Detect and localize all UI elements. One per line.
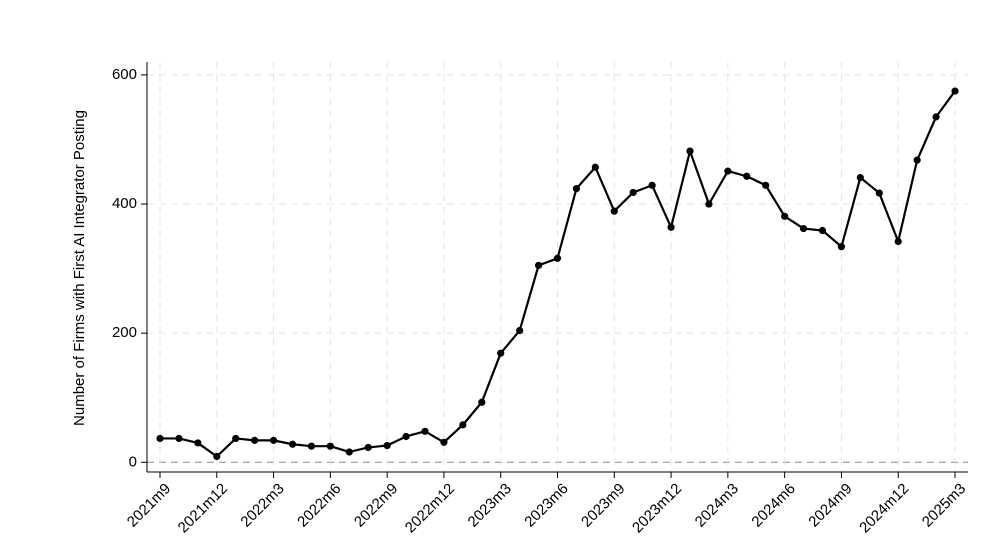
point	[516, 326, 524, 335]
point	[251, 436, 259, 444]
point	[288, 440, 297, 448]
x-tick-label: 2025m3	[919, 480, 969, 530]
point	[213, 452, 221, 461]
point	[686, 147, 694, 155]
x-tick-label: 2024m6	[748, 480, 798, 530]
point	[648, 181, 656, 189]
x-tick-label: 2023m12	[629, 480, 685, 536]
point	[194, 439, 202, 447]
point	[572, 184, 581, 193]
point	[497, 349, 505, 357]
point	[553, 254, 562, 262]
y-tick-label: 400	[112, 195, 137, 212]
point	[440, 438, 448, 446]
x-tick-label: 2024m9	[805, 480, 855, 530]
point	[705, 200, 713, 208]
point	[232, 434, 240, 443]
point	[364, 443, 372, 452]
point	[856, 173, 864, 182]
point	[421, 427, 429, 435]
point	[913, 156, 921, 164]
point	[534, 261, 543, 269]
point	[743, 172, 751, 180]
point	[383, 441, 391, 450]
point	[781, 212, 789, 220]
y-axis-label: Number of Firms with First AI Integrator…	[71, 110, 88, 426]
point	[402, 432, 410, 441]
x-tick-label: 2022m9	[351, 480, 401, 530]
point	[591, 163, 599, 171]
x-tick-label: 2022m12	[402, 480, 458, 536]
y-tick-label: 200	[112, 324, 137, 341]
point	[724, 167, 732, 175]
point	[837, 243, 846, 251]
point	[894, 237, 902, 246]
x-tick-label: 2023m3	[465, 480, 515, 530]
point	[667, 223, 675, 231]
x-tick-label: 2023m6	[521, 480, 571, 530]
x-tick-label: 2023m9	[578, 480, 628, 530]
x-tick-label: 2024m3	[692, 480, 742, 530]
point	[762, 181, 770, 189]
point	[156, 434, 164, 443]
point	[326, 442, 334, 450]
point	[875, 189, 883, 197]
point	[269, 436, 278, 444]
point	[610, 207, 618, 215]
point	[932, 113, 940, 121]
x-tick-label: 2022m6	[294, 480, 344, 530]
point	[629, 188, 637, 197]
point	[951, 87, 959, 95]
y-tick-label: 0	[129, 453, 137, 470]
point	[818, 226, 827, 235]
point	[345, 448, 353, 456]
point	[307, 442, 316, 450]
point	[459, 421, 467, 429]
x-tick-label: 2024m12	[856, 480, 912, 536]
point	[478, 398, 486, 406]
x-tick-label: 2022m3	[237, 480, 287, 530]
y-tick-label: 600	[112, 66, 137, 83]
point	[799, 224, 808, 233]
point	[175, 434, 183, 443]
x-tick-label: 2021m9	[124, 480, 174, 530]
x-tick-label: 2021m12	[175, 480, 231, 536]
